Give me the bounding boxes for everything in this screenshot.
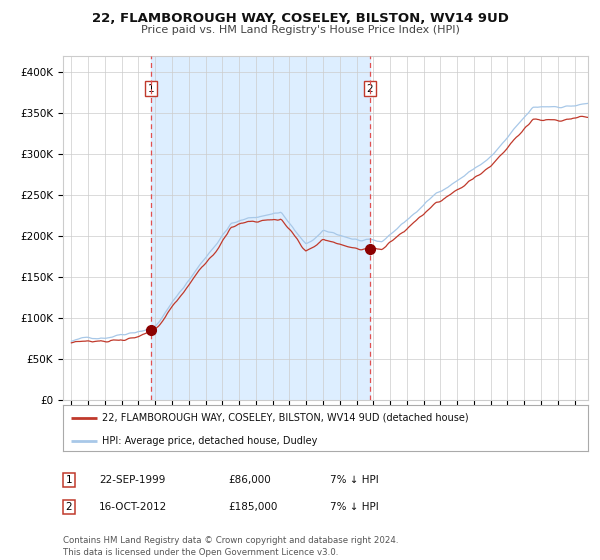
Text: 1: 1 <box>65 475 73 485</box>
Bar <box>151 56 370 400</box>
Text: 7% ↓ HPI: 7% ↓ HPI <box>330 475 379 485</box>
Text: 22-SEP-1999: 22-SEP-1999 <box>99 475 166 485</box>
Text: 1: 1 <box>148 83 154 94</box>
Text: Price paid vs. HM Land Registry's House Price Index (HPI): Price paid vs. HM Land Registry's House … <box>140 25 460 35</box>
Text: 16-OCT-2012: 16-OCT-2012 <box>99 502 167 512</box>
Text: HPI: Average price, detached house, Dudley: HPI: Average price, detached house, Dudl… <box>103 436 318 446</box>
Text: £86,000: £86,000 <box>228 475 271 485</box>
Text: 2: 2 <box>367 83 373 94</box>
Text: 7% ↓ HPI: 7% ↓ HPI <box>330 502 379 512</box>
Text: £185,000: £185,000 <box>228 502 277 512</box>
Text: 22, FLAMBOROUGH WAY, COSELEY, BILSTON, WV14 9UD: 22, FLAMBOROUGH WAY, COSELEY, BILSTON, W… <box>92 12 508 25</box>
Text: 22, FLAMBOROUGH WAY, COSELEY, BILSTON, WV14 9UD (detached house): 22, FLAMBOROUGH WAY, COSELEY, BILSTON, W… <box>103 413 469 423</box>
Text: Contains HM Land Registry data © Crown copyright and database right 2024.
This d: Contains HM Land Registry data © Crown c… <box>63 536 398 557</box>
Text: 2: 2 <box>65 502 73 512</box>
